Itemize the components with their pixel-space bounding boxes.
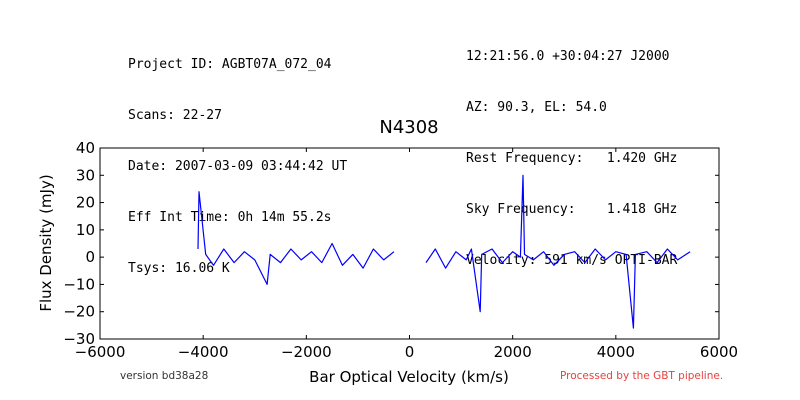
x-tick-label: −2000 (281, 343, 332, 361)
project-id-line: Project ID: AGBT07A_072_04 (128, 57, 332, 72)
scans-line: Scans: 22-27 (128, 108, 222, 123)
az-el-line: AZ: 90.3, EL: 54.0 (466, 100, 607, 115)
x-tick-label: −6000 (75, 343, 126, 361)
rest-frequency-line: Rest Frequency: 1.420 GHz (466, 151, 678, 166)
header-right-info: 12:21:56.0 +30:04:27 J2000 AZ: 90.3, EL:… (466, 14, 677, 286)
x-tick-label: 4000 (597, 343, 635, 361)
spectrum-series-line (197, 191, 395, 285)
y-tick-label: −10 (63, 275, 95, 293)
version-label: version bd38a28 (120, 370, 209, 382)
coordinates-line: 12:21:56.0 +30:04:27 J2000 (466, 49, 670, 64)
plot-area (197, 174, 691, 329)
tsys-line: Tsys: 16.06 K (128, 261, 230, 276)
eff-int-time-line: Eff Int Time: 0h 14m 55.2s (128, 210, 332, 225)
header-left-info: Project ID: AGBT07A_072_04 Scans: 22-27 … (128, 22, 347, 294)
y-tick-label: −20 (63, 303, 95, 321)
spectrum-series-line (425, 174, 691, 329)
x-axis: −6000 −4000 −2000 0 2000 4000 6000 (75, 148, 738, 361)
y-tick-label: 40 (76, 139, 95, 157)
sky-frequency-line: Sky Frequency: 1.418 GHz (466, 202, 678, 217)
chart-title: N4308 (379, 117, 438, 138)
y-tick-label: 0 (85, 248, 95, 266)
x-tick-label: −4000 (178, 343, 229, 361)
x-axis-label: Bar Optical Velocity (km/s) (309, 368, 509, 386)
y-axis-label: Flux Density (mJy) (37, 174, 55, 311)
y-axis: −30 −20 −10 0 10 20 30 40 (63, 139, 719, 348)
x-tick-label: 0 (405, 343, 415, 361)
y-tick-label: 10 (76, 221, 95, 239)
x-tick-label: 6000 (700, 343, 738, 361)
date-line: Date: 2007-03-09 03:44:42 UT (128, 159, 348, 174)
y-tick-label: 30 (76, 166, 95, 184)
y-tick-label: 20 (76, 194, 95, 212)
x-tick-label: 2000 (494, 343, 532, 361)
y-tick-label: −30 (63, 330, 95, 348)
plot-frame (99, 147, 720, 340)
pipeline-credit: Processed by the GBT pipeline. (560, 370, 724, 382)
